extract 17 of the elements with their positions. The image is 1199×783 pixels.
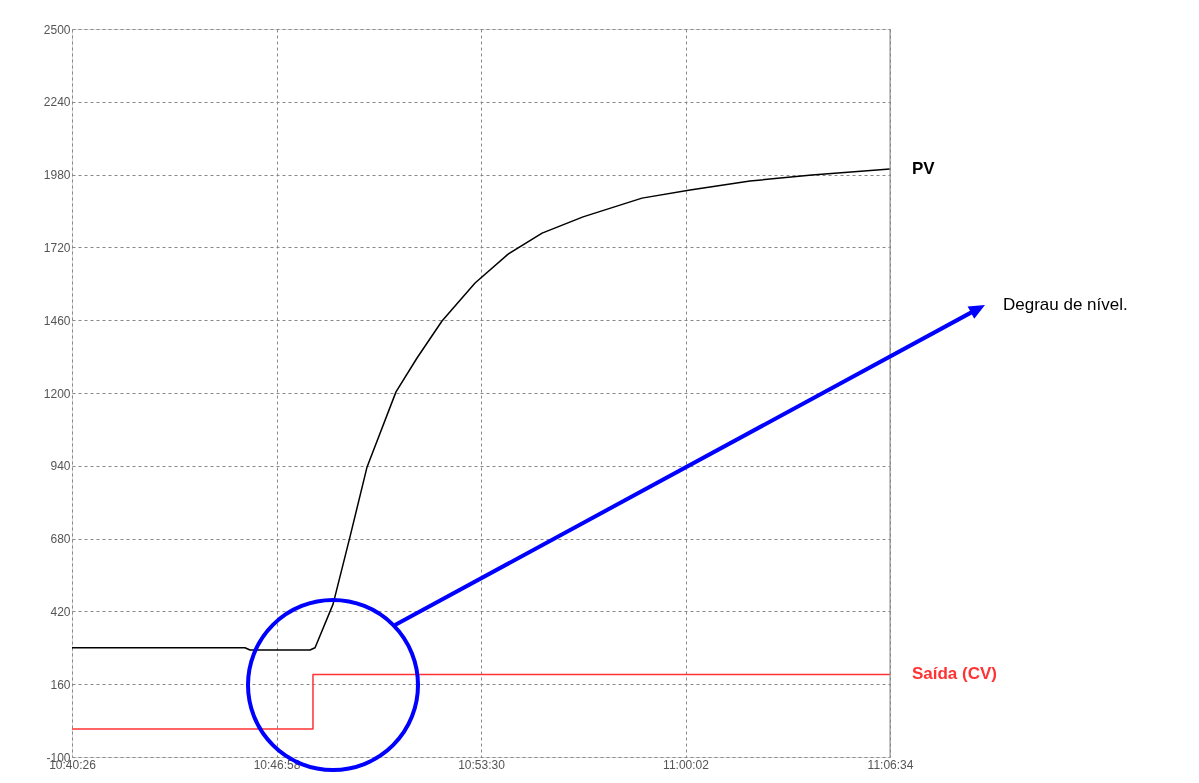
- y-tick-label: 1460: [43, 313, 71, 328]
- series-label: Saída (CV): [911, 664, 997, 684]
- y-tick-label: 680: [50, 532, 71, 547]
- y-tick-label: 160: [50, 677, 71, 692]
- y-tick-label: 1200: [43, 386, 71, 401]
- line-series: [72, 168, 890, 651]
- y-tick-label: 2500: [43, 22, 71, 37]
- x-tick-label: 11:06:34: [867, 757, 914, 772]
- text: Degrau de nível.: [1003, 295, 1128, 314]
- y-tick-label: 940: [50, 459, 71, 474]
- y-tick-label: 1980: [43, 168, 71, 183]
- x-tick-label: 10:53:30: [458, 757, 506, 772]
- series-label: PV: [911, 159, 936, 178]
- y-tick-label: 420: [50, 604, 71, 619]
- y-tick-label: 1720: [43, 240, 71, 255]
- y-tick-label: 2240: [43, 95, 71, 110]
- x-tick-label: 11:00:02: [663, 757, 710, 772]
